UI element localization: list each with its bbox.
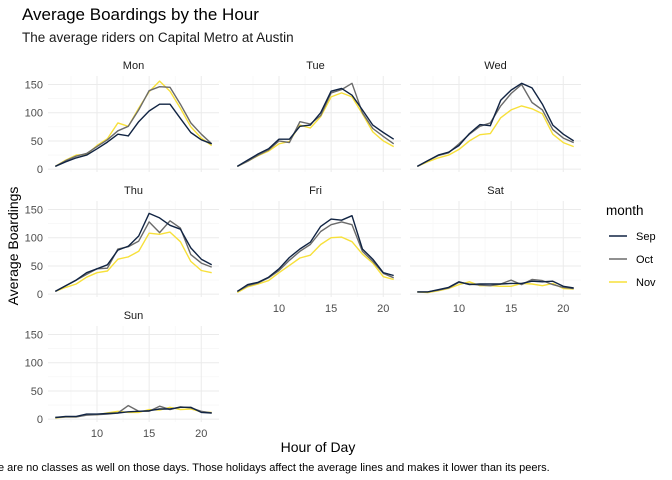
facet-panel-fri: Fri 10 15 20 xyxy=(230,185,401,315)
x-tick-label: 15 xyxy=(143,428,155,440)
x-tick-label: 10 xyxy=(273,303,285,315)
series-line-nov xyxy=(55,231,212,293)
facet-panel-sun: Sun 0 50 100 150 10 15 20 xyxy=(25,310,219,440)
legend-label-sep: Sep xyxy=(636,231,656,243)
facet-panel-tue: Tue xyxy=(230,60,401,172)
y-tick-label: 0 xyxy=(37,289,43,301)
series-line-sep xyxy=(416,82,575,168)
y-tick-label: 50 xyxy=(31,261,43,273)
series-line-sep xyxy=(54,212,213,293)
x-tick-label: 15 xyxy=(325,303,337,315)
series-line-nov xyxy=(236,236,394,294)
legend: month Sep Oct Nov xyxy=(606,203,656,289)
legend-label-oct: Oct xyxy=(636,254,653,266)
x-tick-label: 20 xyxy=(377,303,389,315)
facet-label: Fri xyxy=(309,185,322,197)
y-tick-label: 50 xyxy=(31,136,43,148)
x-tick-label: 15 xyxy=(505,303,517,315)
facet-label: Sat xyxy=(487,185,504,197)
facet-label: Mon xyxy=(123,60,144,72)
y-tick-label: 150 xyxy=(25,204,43,216)
series-line-sep xyxy=(236,214,394,292)
facet-panel-thu: Thu 0 50 100 150 xyxy=(25,185,219,301)
facet-label: Wed xyxy=(484,60,506,72)
facet-panel-sat: Sat 10 15 20 xyxy=(410,185,581,315)
chart-subtitle: The average riders on Capital Metro at A… xyxy=(22,30,294,45)
series-line-oct xyxy=(236,82,395,168)
series-line-nov xyxy=(417,105,574,168)
facet-label: Sun xyxy=(124,310,144,322)
y-tick-label: 0 xyxy=(37,414,43,426)
y-tick-label: 50 xyxy=(31,386,43,398)
facet-label: Thu xyxy=(124,185,143,197)
x-tick-label: 20 xyxy=(195,428,207,440)
y-tick-label: 100 xyxy=(25,358,43,370)
series-line-sep xyxy=(55,406,212,419)
chart-caption: e are no classes as well on those days. … xyxy=(0,462,550,474)
chart-title: Average Boardings by the Hour xyxy=(22,5,259,24)
y-tick-label: 0 xyxy=(37,164,43,176)
series-line-nov xyxy=(54,80,213,167)
x-tick-label: 10 xyxy=(453,303,465,315)
x-axis-title: Hour of Day xyxy=(281,439,356,455)
y-tick-label: 100 xyxy=(25,233,43,245)
y-tick-label: 150 xyxy=(25,329,43,341)
legend-label-nov: Nov xyxy=(636,277,656,289)
x-tick-label: 10 xyxy=(91,428,103,440)
series-line-nov xyxy=(236,92,395,168)
x-tick-label: 20 xyxy=(557,303,569,315)
y-tick-label: 150 xyxy=(25,79,43,91)
facet-label: Tue xyxy=(306,60,325,72)
facet-panel-mon: Mon 0 50 100 150 xyxy=(25,60,219,176)
series-line-sep xyxy=(236,87,395,167)
y-tick-label: 100 xyxy=(25,108,43,120)
series-line-sep xyxy=(55,103,212,168)
facet-panel-wed: Wed xyxy=(410,60,581,172)
series-line-oct xyxy=(54,85,213,168)
legend-title: month xyxy=(606,203,644,218)
series-line-sep xyxy=(417,280,574,293)
y-axis-title: Average Boardings xyxy=(5,187,21,306)
